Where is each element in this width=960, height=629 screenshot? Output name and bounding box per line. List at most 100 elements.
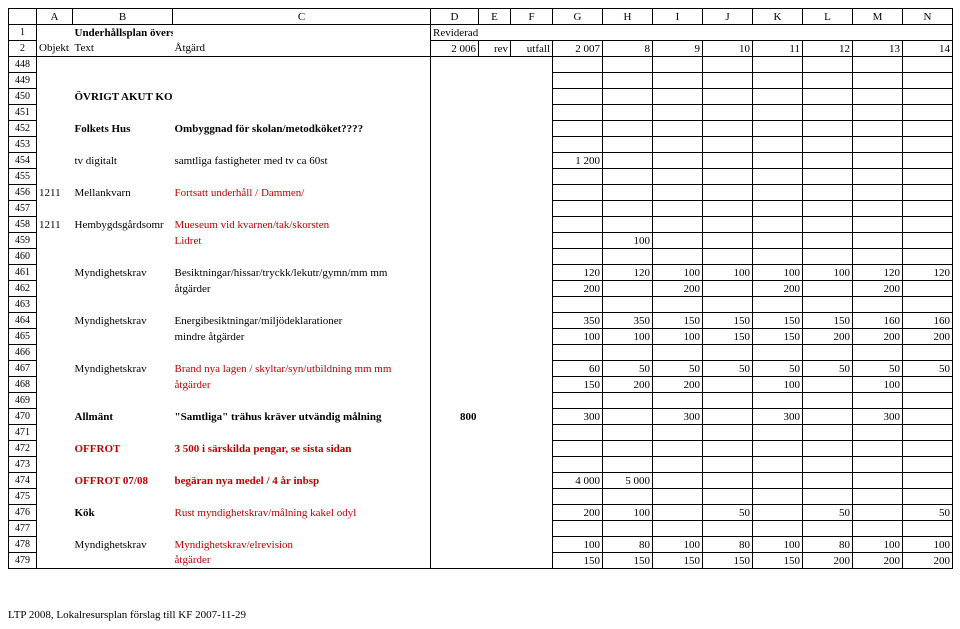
cell [37,201,73,217]
row-number: 464 [9,313,37,329]
row-number: 474 [9,473,37,489]
cell [903,105,953,121]
cell [903,73,953,89]
cell: 1 200 [553,153,603,169]
cell [37,297,73,313]
cell: 13 [853,41,903,57]
cell: 1211 [37,217,73,233]
cell [753,457,803,473]
cell: 160 [853,313,903,329]
cell [511,473,553,489]
cell [803,409,853,425]
cell [37,89,73,105]
cell: 100 [703,265,753,281]
cell [653,473,703,489]
cell [853,297,903,313]
cell [479,297,511,313]
cell [37,345,73,361]
cell: 100 [903,537,953,553]
cell: 150 [753,329,803,345]
cell: utfall [511,41,553,57]
cell [853,25,903,41]
cell [511,153,553,169]
cell: 50 [653,361,703,377]
cell [653,121,703,137]
cell [37,233,73,249]
cell [803,89,853,105]
cell [653,249,703,265]
cell: 60 [553,361,603,377]
cell [431,185,479,201]
cell [173,201,431,217]
row-number: 463 [9,297,37,313]
cell: Åtgärd [173,41,431,57]
cell [479,313,511,329]
cell: Lidret [173,233,431,249]
cell: 100 [603,329,653,345]
cell [903,57,953,73]
cell [37,393,73,409]
cell [703,73,753,89]
cell [511,281,553,297]
cell [603,201,653,217]
cell [479,345,511,361]
cell: OFFROT [73,441,173,457]
cell: 200 [553,281,603,297]
row-number: 455 [9,169,37,185]
cell: 80 [803,537,853,553]
row-number: 472 [9,441,37,457]
cell [603,137,653,153]
cell [753,521,803,537]
cell [803,489,853,505]
cell [431,537,479,553]
cell [753,217,803,233]
cell: Underhållsplan översiktlig 2006 - 2014 [73,25,173,41]
cell: 350 [553,313,603,329]
cell [853,57,903,73]
cell [603,409,653,425]
cell: Besiktningar/hissar/tryckk/lekutr/gymn/m… [173,265,431,281]
cell [603,57,653,73]
cell: Rust myndighetskrav/målning kakel odyl [173,505,431,521]
cell [73,393,173,409]
cell: mindre åtgärder [173,329,431,345]
cell [803,281,853,297]
cell [903,345,953,361]
cell [37,105,73,121]
cell [37,537,73,553]
cell [553,345,603,361]
row-number: 465 [9,329,37,345]
cell: 100 [803,265,853,281]
cell [173,521,431,537]
cell [553,393,603,409]
cell: 100 [553,329,603,345]
cell [903,169,953,185]
cell [431,153,479,169]
cell: 100 [653,537,703,553]
cell [703,153,753,169]
cell [431,553,479,569]
cell [173,169,431,185]
cell [479,553,511,569]
cell [37,249,73,265]
cell [703,169,753,185]
cell [803,233,853,249]
cell [173,25,431,41]
row-number: 475 [9,489,37,505]
cell [903,377,953,393]
cell [511,25,553,41]
cell: 50 [853,361,903,377]
row-number: 461 [9,265,37,281]
cell [903,457,953,473]
row-number: 467 [9,361,37,377]
cell [903,185,953,201]
cell: "Samtliga" trähus kräver utvändig målnin… [173,409,431,425]
cell [903,489,953,505]
cell [431,425,479,441]
cell [553,201,603,217]
cell [853,425,903,441]
cell [853,473,903,489]
column-header: H [603,9,653,25]
cell: 160 [903,313,953,329]
cell [479,441,511,457]
